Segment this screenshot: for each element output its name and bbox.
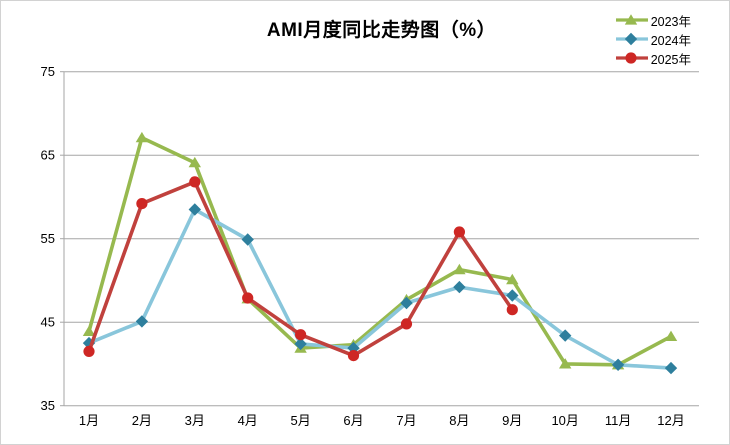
circle-marker <box>506 304 518 316</box>
triangle-marker <box>135 131 149 143</box>
diamond-marker <box>664 361 678 375</box>
y-axis-label: 55 <box>41 231 55 246</box>
circle-marker <box>400 318 413 330</box>
circle-marker <box>625 52 637 64</box>
x-axis-label: 3月 <box>185 413 205 428</box>
triangle-marker <box>506 273 519 285</box>
series-2025年 <box>83 176 518 362</box>
diamond-marker <box>611 358 625 371</box>
legend-key-diamond <box>615 32 648 46</box>
diamond-marker <box>135 315 149 328</box>
circle-marker <box>242 292 254 304</box>
triangle-marker <box>82 325 96 336</box>
x-axis-label: 9月 <box>502 413 522 428</box>
legend-item-2023年: 2023年 <box>615 11 691 29</box>
diamond-marker <box>400 296 413 310</box>
x-axis-label: 4月 <box>238 413 258 428</box>
circle-marker <box>189 176 201 188</box>
x-axis-label: 6月 <box>343 413 363 428</box>
legend-key-triangle <box>615 14 648 25</box>
circle-marker <box>83 345 95 357</box>
y-axis-label: 45 <box>41 315 55 330</box>
legend-label: 2023年 <box>650 14 691 29</box>
series-line <box>87 207 673 370</box>
x-axis-label: 8月 <box>449 413 469 428</box>
y-axis-label: 75 <box>41 64 55 79</box>
diamond-marker <box>294 337 307 351</box>
diamond-marker <box>506 289 519 302</box>
legend-item-2024年: 2024年 <box>615 30 691 48</box>
x-axis-label: 12月 <box>657 413 684 428</box>
y-axis-label: 35 <box>41 398 55 413</box>
series-line <box>87 135 673 367</box>
circle-marker <box>347 350 360 362</box>
diamond-marker <box>453 280 466 294</box>
triangle-marker <box>559 358 572 369</box>
circle-marker <box>453 226 465 238</box>
y-axis-label: 65 <box>41 148 55 163</box>
circle-marker <box>136 198 148 210</box>
legend-key-circle <box>615 52 648 64</box>
series-2023年 <box>82 131 678 370</box>
x-axis-label: 2月 <box>132 413 152 428</box>
x-axis-label: 10月 <box>551 413 578 428</box>
diamond-marker <box>559 329 572 342</box>
legend-label: 2024年 <box>650 33 691 48</box>
diamond-marker <box>624 32 637 46</box>
triangle-marker <box>453 263 466 275</box>
triangle-marker <box>624 14 637 25</box>
legend-item-2025年: 2025年 <box>615 49 691 67</box>
legend-label: 2025年 <box>650 52 691 67</box>
chart-title: AMI月度同比走势图（%） <box>266 20 497 41</box>
triangle-marker <box>188 156 201 168</box>
diamond-marker <box>241 233 254 246</box>
legend: 2023年 2024年 2025年 <box>615 11 691 67</box>
x-axis-label: 7月 <box>396 413 416 428</box>
x-axis-label: 1月 <box>79 413 99 428</box>
diamond-marker <box>188 203 201 216</box>
x-axis-label: 5月 <box>290 413 310 428</box>
triangle-marker <box>664 330 678 341</box>
series-2024年 <box>82 203 678 375</box>
x-axis-label: 11月 <box>605 413 632 428</box>
circle-marker <box>295 329 307 341</box>
